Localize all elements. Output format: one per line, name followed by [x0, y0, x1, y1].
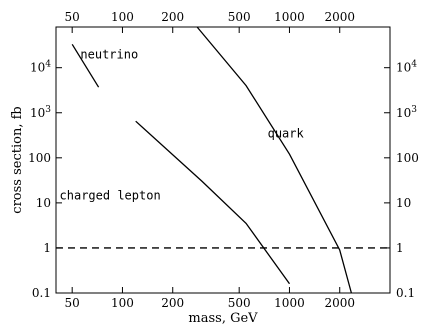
plot-frame: [55, 26, 391, 294]
x-tick-label-bottom: 50: [65, 296, 80, 310]
y-tick-label-left: 0.1: [32, 286, 51, 300]
y-axis-title: cross section, fb: [10, 106, 25, 213]
y-tick-label-left: 100: [28, 151, 51, 165]
y-tick-label-right: 100: [396, 151, 419, 165]
annotation-neutrino: neutrino: [80, 47, 138, 61]
y-tick-label-left: 10: [36, 196, 51, 210]
x-tick-label-bottom: 100: [111, 296, 134, 310]
y-tick-label-left: 1: [43, 241, 51, 255]
x-tick-label-top: 100: [111, 10, 134, 24]
annotation-charged-lepton: charged lepton: [60, 188, 161, 202]
x-tick-label-bottom: 200: [161, 296, 184, 310]
x-axis-title: mass, GeV: [188, 311, 258, 326]
y-tick-label-right: 104: [396, 60, 417, 75]
x-tick-label-top: 50: [65, 10, 80, 24]
series-curves: [71, 26, 353, 294]
tick-marks: [56, 27, 390, 294]
y-tick-label-right: 1: [396, 241, 404, 255]
x-tick-label-top: 1000: [274, 10, 305, 24]
y-tick-label-left: 103: [30, 105, 51, 120]
x-tick-label-bottom: 1000: [274, 296, 305, 310]
series-line-charged-lepton: [135, 120, 291, 285]
annotations: neutrino quark charged lepton: [60, 47, 305, 202]
x-tick-label-top: 200: [161, 10, 184, 24]
series-line-quark: [196, 26, 353, 294]
x-tick-label-top: 500: [228, 10, 251, 24]
x-tick-label-top: 2000: [324, 10, 355, 24]
series-line-neutrino: [71, 43, 100, 88]
y-tick-label-left: 104: [30, 60, 51, 75]
tick-labels: 50 50 100 100 200 200 500 500 1000 1000 2000 2000 0.…: [28, 10, 419, 310]
y-tick-label-right: 10: [396, 196, 411, 210]
y-tick-label-right: 103: [396, 105, 417, 120]
x-tick-label-bottom: 2000: [324, 296, 355, 310]
x-tick-label-bottom: 500: [228, 296, 251, 310]
y-tick-label-right: 0.1: [396, 286, 415, 300]
annotation-quark: quark: [268, 127, 305, 141]
